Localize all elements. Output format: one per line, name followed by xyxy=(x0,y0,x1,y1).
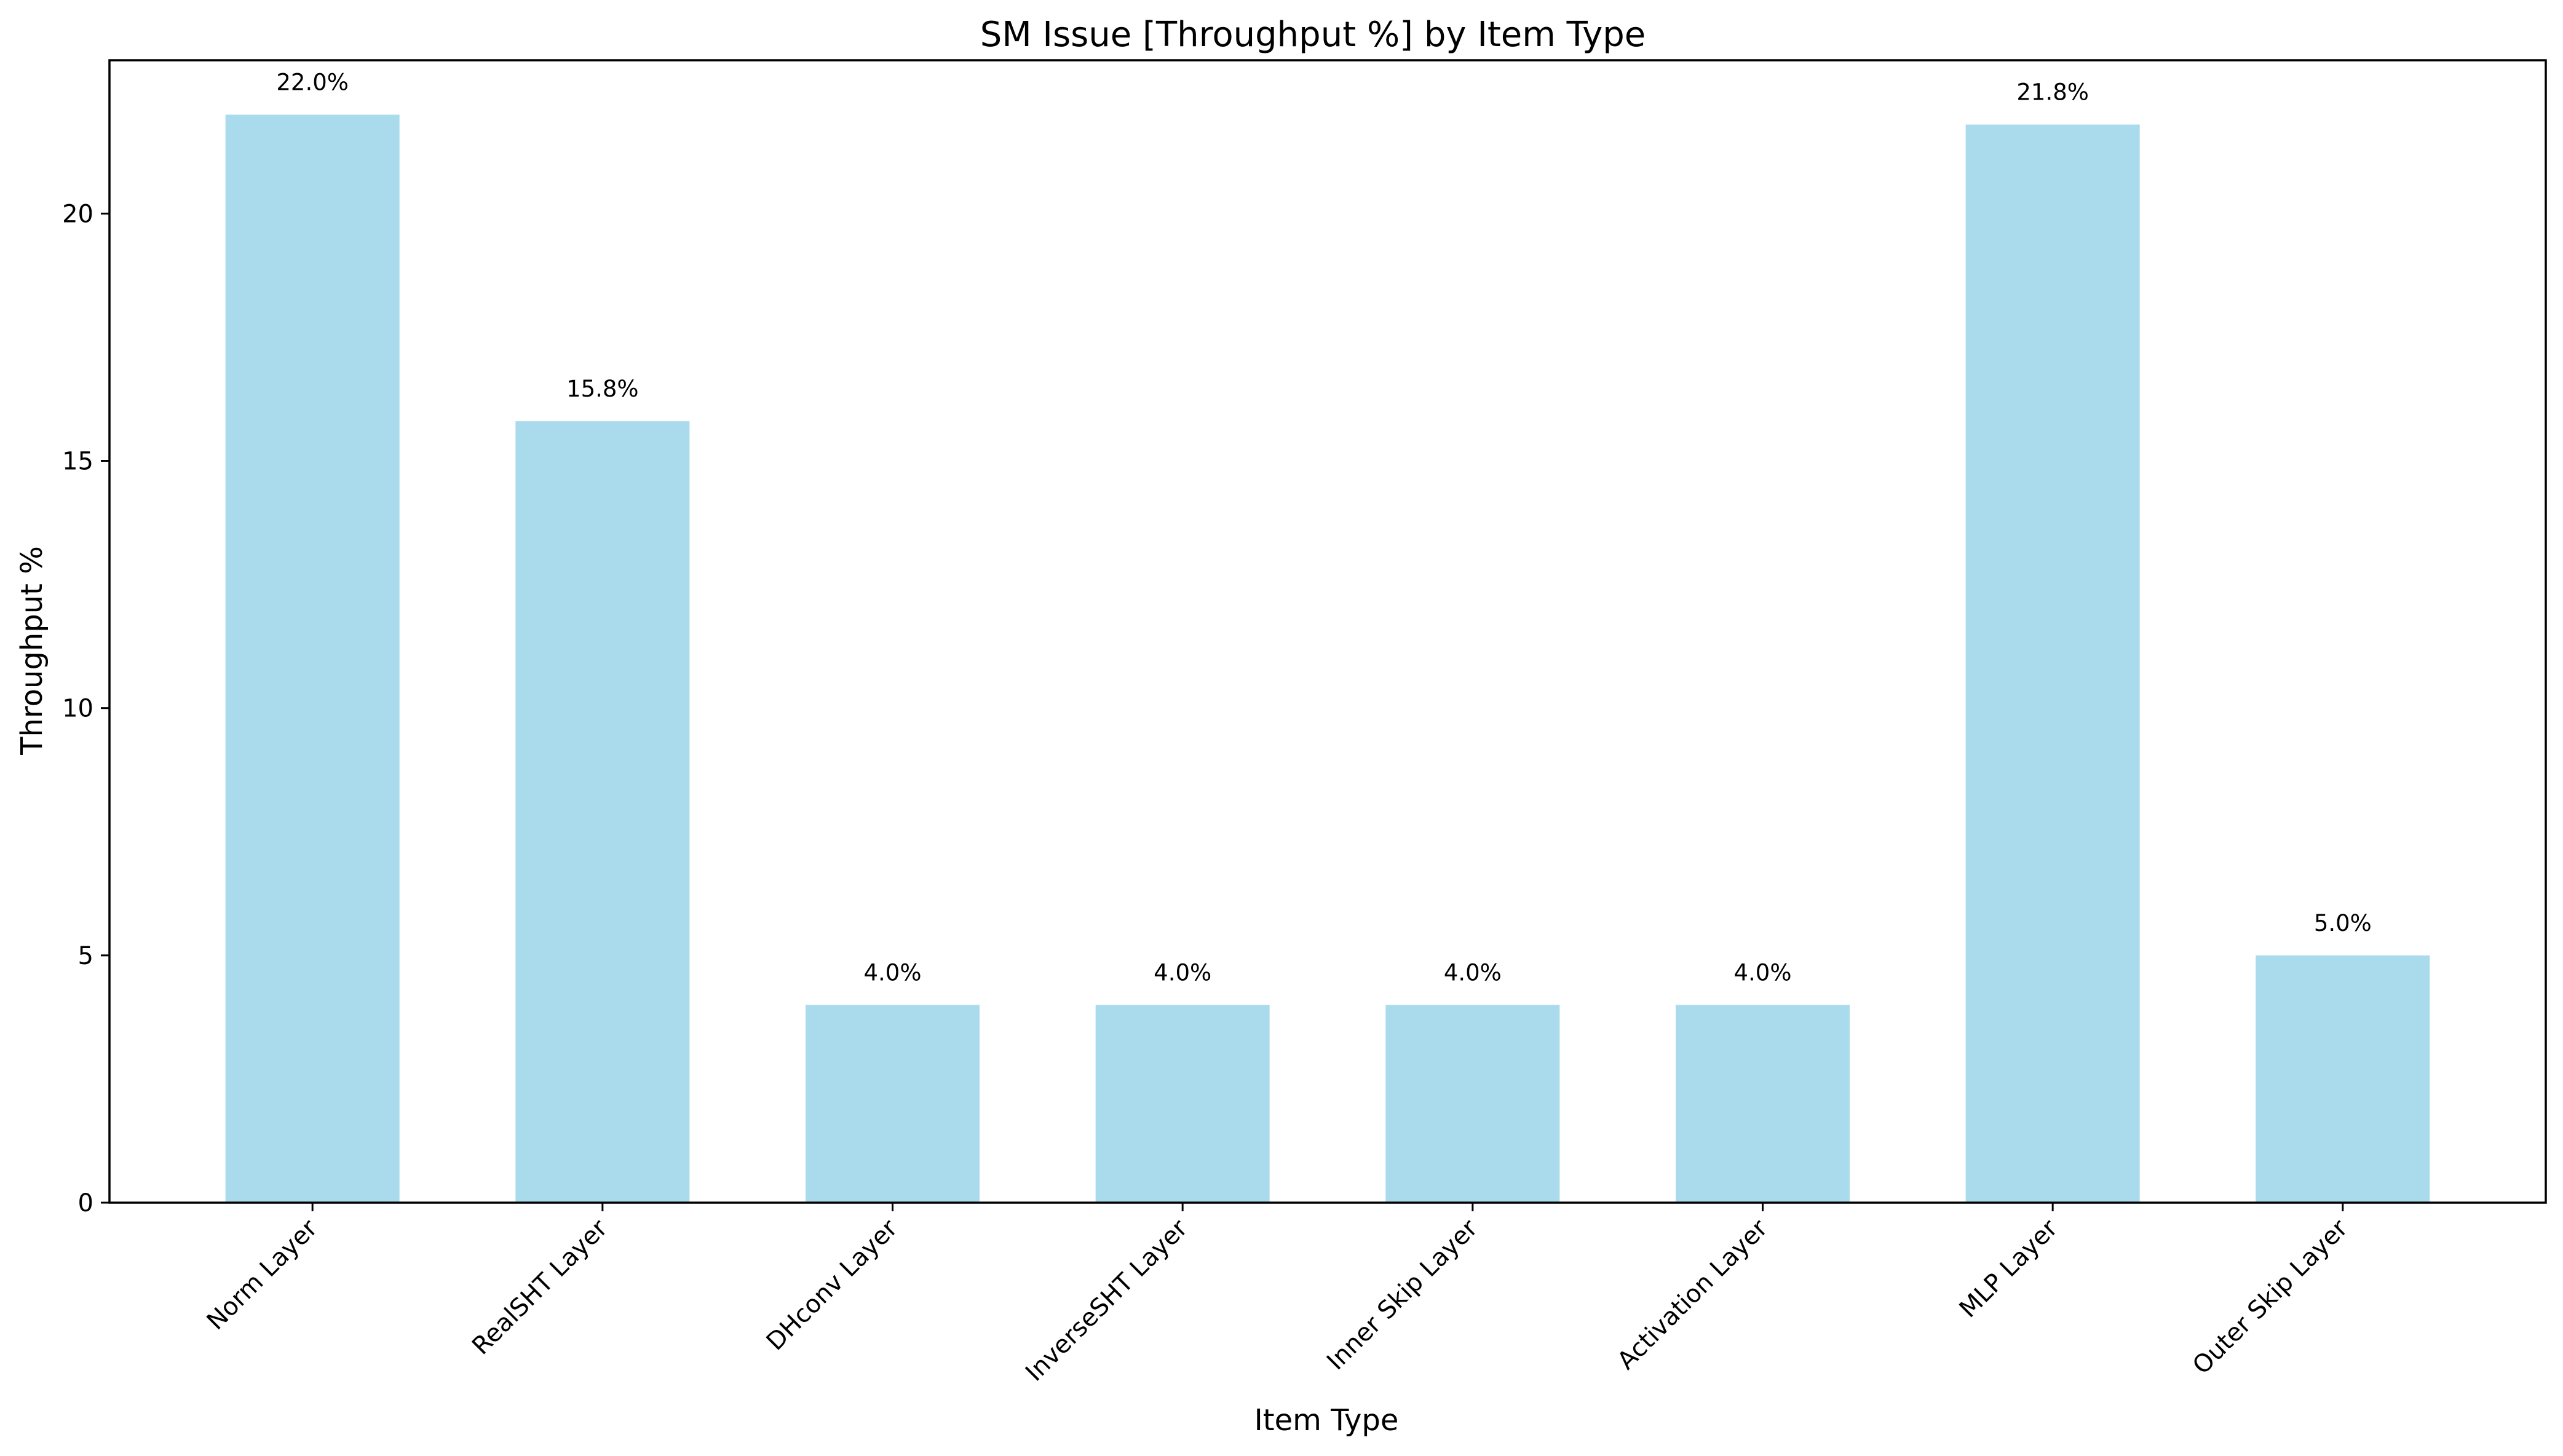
x-tick-label: DHconv Layer xyxy=(761,1214,903,1356)
bar xyxy=(1676,1005,1850,1203)
x-axis-title: Item Type xyxy=(1254,1403,1399,1438)
x-tick-label: MLP Layer xyxy=(1954,1214,2064,1323)
data-label: 15.8% xyxy=(566,376,639,402)
x-tick-label: Inner Skip Layer xyxy=(1321,1214,1483,1375)
plot-frame xyxy=(108,59,2547,1204)
bar xyxy=(1385,1005,1560,1203)
x-tick-label: Activation Layer xyxy=(1612,1214,1773,1375)
y-tick-label: 10 xyxy=(62,695,93,723)
x-axis: Norm Layer RealSHT Layer DHconv Layer Inver… xyxy=(202,1203,2353,1387)
x-tick-label: RealSHT Layer xyxy=(467,1214,613,1360)
data-label: 5.0% xyxy=(2314,910,2372,936)
x-tick-label: Norm Layer xyxy=(202,1214,323,1335)
x-tick-label: InverseSHT Layer xyxy=(1020,1214,1193,1387)
y-axis: 0 5 10 15 20 xyxy=(62,200,109,1217)
y-axis-title: Throughput % xyxy=(15,546,49,756)
y-tick-label: 20 xyxy=(62,200,93,228)
data-label: 4.0% xyxy=(1734,959,1792,986)
bar xyxy=(2256,955,2430,1203)
bar xyxy=(806,1005,980,1203)
y-tick-label: 0 xyxy=(78,1189,93,1217)
data-labels-layer: 22.0% 15.8% 4.0% 4.0% 4.0% 4.0% 21.8% 5.0% xyxy=(276,69,2371,986)
data-label: 4.0% xyxy=(864,959,922,986)
bar xyxy=(1965,124,2140,1203)
data-label: 4.0% xyxy=(1154,959,1211,986)
bar xyxy=(1095,1005,1270,1203)
data-label: 21.8% xyxy=(2016,79,2089,106)
bar xyxy=(225,114,400,1203)
y-tick-label: 15 xyxy=(62,448,93,476)
data-label: 22.0% xyxy=(276,69,349,95)
x-tick-label: Outer Skip Layer xyxy=(2187,1214,2353,1380)
bar xyxy=(515,421,690,1203)
y-tick-label: 5 xyxy=(78,942,93,970)
bars-layer xyxy=(225,114,2430,1203)
data-label: 4.0% xyxy=(1444,959,1502,986)
chart-title: SM Issue [Throughput %] by Item Type xyxy=(980,15,1646,55)
